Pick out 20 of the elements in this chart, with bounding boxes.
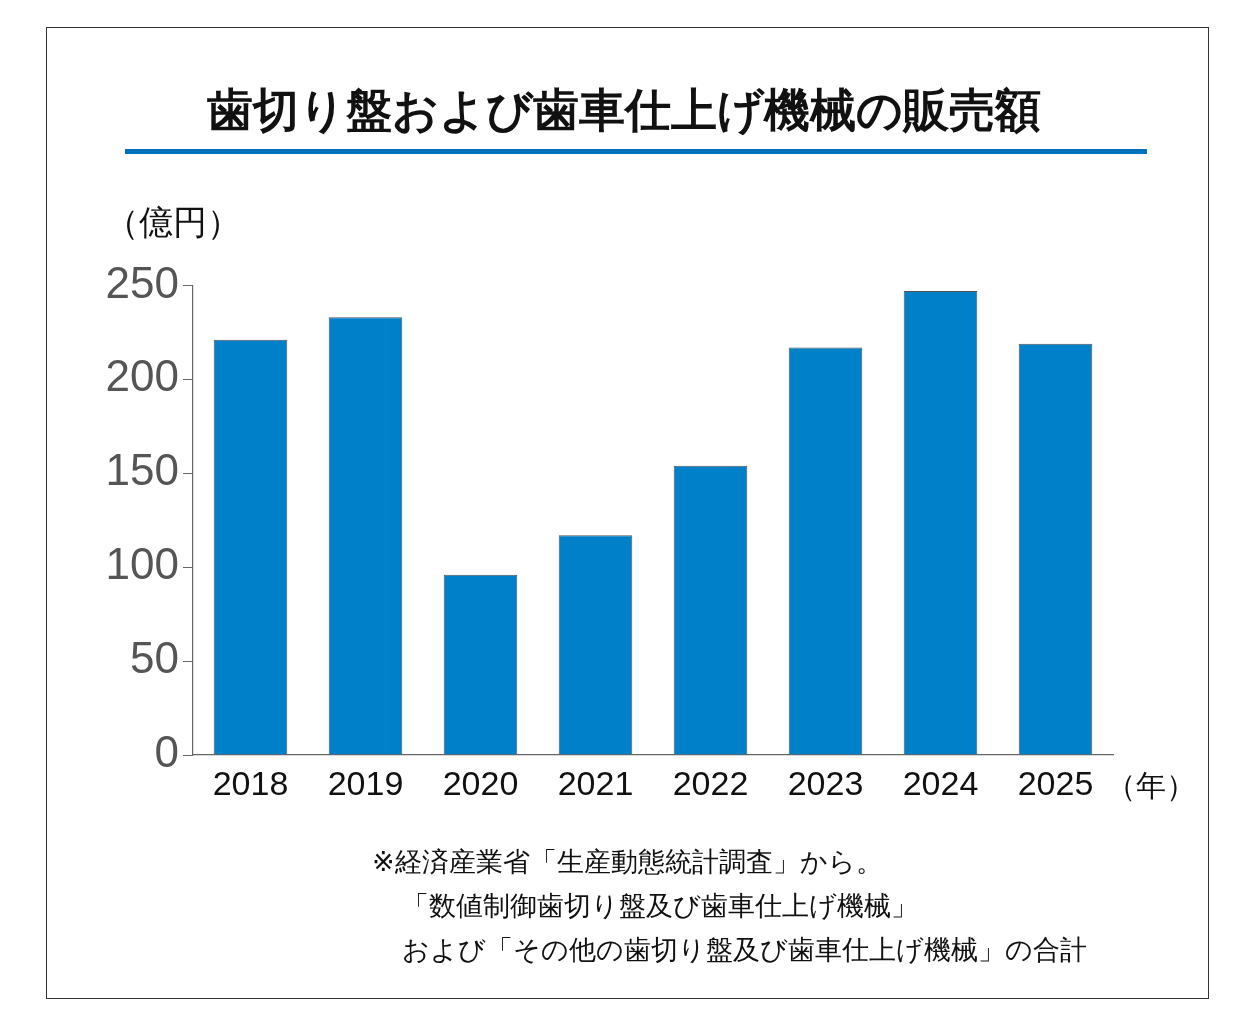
x-tick-label: 2020 (442, 763, 519, 802)
y-axis-title: （億円） (105, 201, 241, 244)
y-tick-label: 250 (105, 257, 179, 307)
x-tick-label: 2022 (672, 763, 749, 802)
x-tick-label: 2018 (212, 763, 289, 802)
x-axis-title: （年） (1106, 767, 1196, 805)
y-tick-label: 150 (105, 445, 179, 495)
y-tick-label: 100 (105, 539, 179, 589)
x-tick-label: 2025 (1017, 763, 1094, 802)
text: 「数値制御歯切り盤及び歯車仕上げ機械」 (401, 889, 919, 923)
x-tick-label: 2019 (327, 763, 404, 802)
y-tick-label: 200 (105, 351, 179, 401)
y-tick-label: 0 (154, 727, 179, 777)
text: および「その他の歯切り盤及び歯車仕上げ機械」の合計 (401, 933, 1087, 967)
x-tick-label: 2023 (787, 763, 864, 802)
x-tick-label: 2024 (902, 763, 979, 802)
x-tick-label: 2021 (557, 763, 634, 802)
chart-title: 歯切り盤および歯車仕上げ機械の販売額 (206, 82, 1042, 139)
y-tick-label: 50 (130, 633, 179, 683)
text: ※経済産業省「生産動態統計調査」から。 (372, 845, 884, 879)
